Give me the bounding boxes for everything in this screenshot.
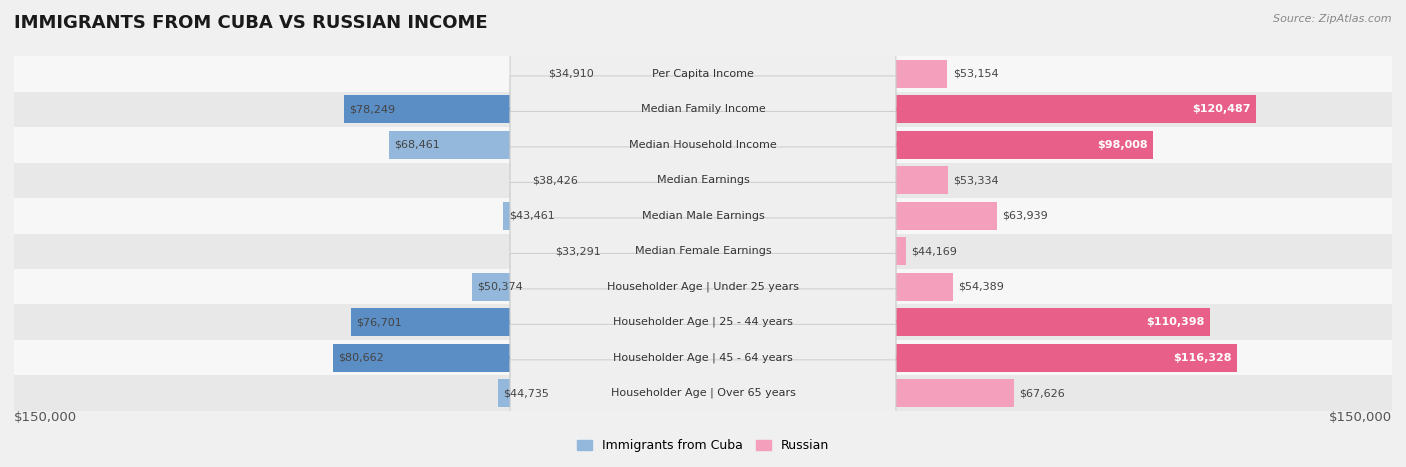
FancyBboxPatch shape	[510, 360, 896, 426]
Text: Householder Age | 45 - 64 years: Householder Age | 45 - 64 years	[613, 353, 793, 363]
FancyBboxPatch shape	[510, 41, 896, 107]
Legend: Immigrants from Cuba, Russian: Immigrants from Cuba, Russian	[572, 434, 834, 457]
Bar	[14, 375, 1392, 411]
Text: $54,389: $54,389	[959, 282, 1004, 292]
Text: $110,398: $110,398	[1146, 317, 1205, 327]
Bar	[14, 198, 1392, 234]
Bar	[703, 379, 1014, 407]
Text: $78,249: $78,249	[349, 104, 395, 114]
FancyBboxPatch shape	[510, 76, 896, 142]
FancyBboxPatch shape	[510, 254, 896, 320]
Bar	[703, 60, 948, 88]
Text: Median Household Income: Median Household Income	[628, 140, 778, 150]
Text: Median Female Earnings: Median Female Earnings	[634, 246, 772, 256]
Text: $43,461: $43,461	[509, 211, 554, 221]
Bar	[14, 340, 1392, 375]
FancyBboxPatch shape	[510, 289, 896, 355]
Bar	[14, 92, 1392, 127]
Text: $44,735: $44,735	[503, 388, 548, 398]
Text: $76,701: $76,701	[356, 317, 402, 327]
Bar	[333, 344, 703, 372]
Bar	[703, 95, 1257, 123]
Text: $80,662: $80,662	[337, 353, 384, 363]
Text: Householder Age | Under 25 years: Householder Age | Under 25 years	[607, 282, 799, 292]
Text: $116,328: $116,328	[1173, 353, 1232, 363]
Bar	[526, 166, 703, 194]
Text: $150,000: $150,000	[14, 411, 77, 424]
Bar	[703, 131, 1153, 159]
Bar	[703, 308, 1211, 336]
Text: Source: ZipAtlas.com: Source: ZipAtlas.com	[1274, 14, 1392, 24]
Bar	[550, 237, 703, 265]
Bar	[14, 234, 1392, 269]
Bar	[14, 127, 1392, 163]
Text: Median Family Income: Median Family Income	[641, 104, 765, 114]
Bar	[703, 273, 953, 301]
Text: $38,426: $38,426	[531, 175, 578, 185]
Bar	[703, 237, 905, 265]
Bar	[498, 379, 703, 407]
Text: $34,910: $34,910	[548, 69, 593, 79]
Bar	[703, 166, 948, 194]
FancyBboxPatch shape	[510, 112, 896, 178]
Text: $50,374: $50,374	[477, 282, 523, 292]
FancyBboxPatch shape	[510, 325, 896, 391]
Bar	[471, 273, 703, 301]
Text: Median Male Earnings: Median Male Earnings	[641, 211, 765, 221]
Text: $33,291: $33,291	[555, 246, 602, 256]
FancyBboxPatch shape	[510, 147, 896, 213]
Text: $53,334: $53,334	[953, 175, 1000, 185]
Bar	[14, 269, 1392, 304]
Bar	[388, 131, 703, 159]
Text: Householder Age | 25 - 44 years: Householder Age | 25 - 44 years	[613, 317, 793, 327]
Bar	[14, 304, 1392, 340]
Text: $67,626: $67,626	[1019, 388, 1064, 398]
Text: Per Capita Income: Per Capita Income	[652, 69, 754, 79]
Bar	[703, 202, 997, 230]
Bar	[503, 202, 703, 230]
Bar	[350, 308, 703, 336]
Text: $68,461: $68,461	[394, 140, 440, 150]
FancyBboxPatch shape	[510, 218, 896, 284]
Text: $63,939: $63,939	[1002, 211, 1047, 221]
Text: $120,487: $120,487	[1192, 104, 1251, 114]
Bar	[703, 344, 1237, 372]
Bar	[14, 56, 1392, 92]
Text: Householder Age | Over 65 years: Householder Age | Over 65 years	[610, 388, 796, 398]
FancyBboxPatch shape	[510, 183, 896, 249]
Text: $53,154: $53,154	[953, 69, 998, 79]
Bar	[543, 60, 703, 88]
Text: $98,008: $98,008	[1097, 140, 1147, 150]
Text: IMMIGRANTS FROM CUBA VS RUSSIAN INCOME: IMMIGRANTS FROM CUBA VS RUSSIAN INCOME	[14, 14, 488, 32]
Text: $150,000: $150,000	[1329, 411, 1392, 424]
Bar	[14, 163, 1392, 198]
Bar	[343, 95, 703, 123]
Text: Median Earnings: Median Earnings	[657, 175, 749, 185]
Text: $44,169: $44,169	[911, 246, 957, 256]
